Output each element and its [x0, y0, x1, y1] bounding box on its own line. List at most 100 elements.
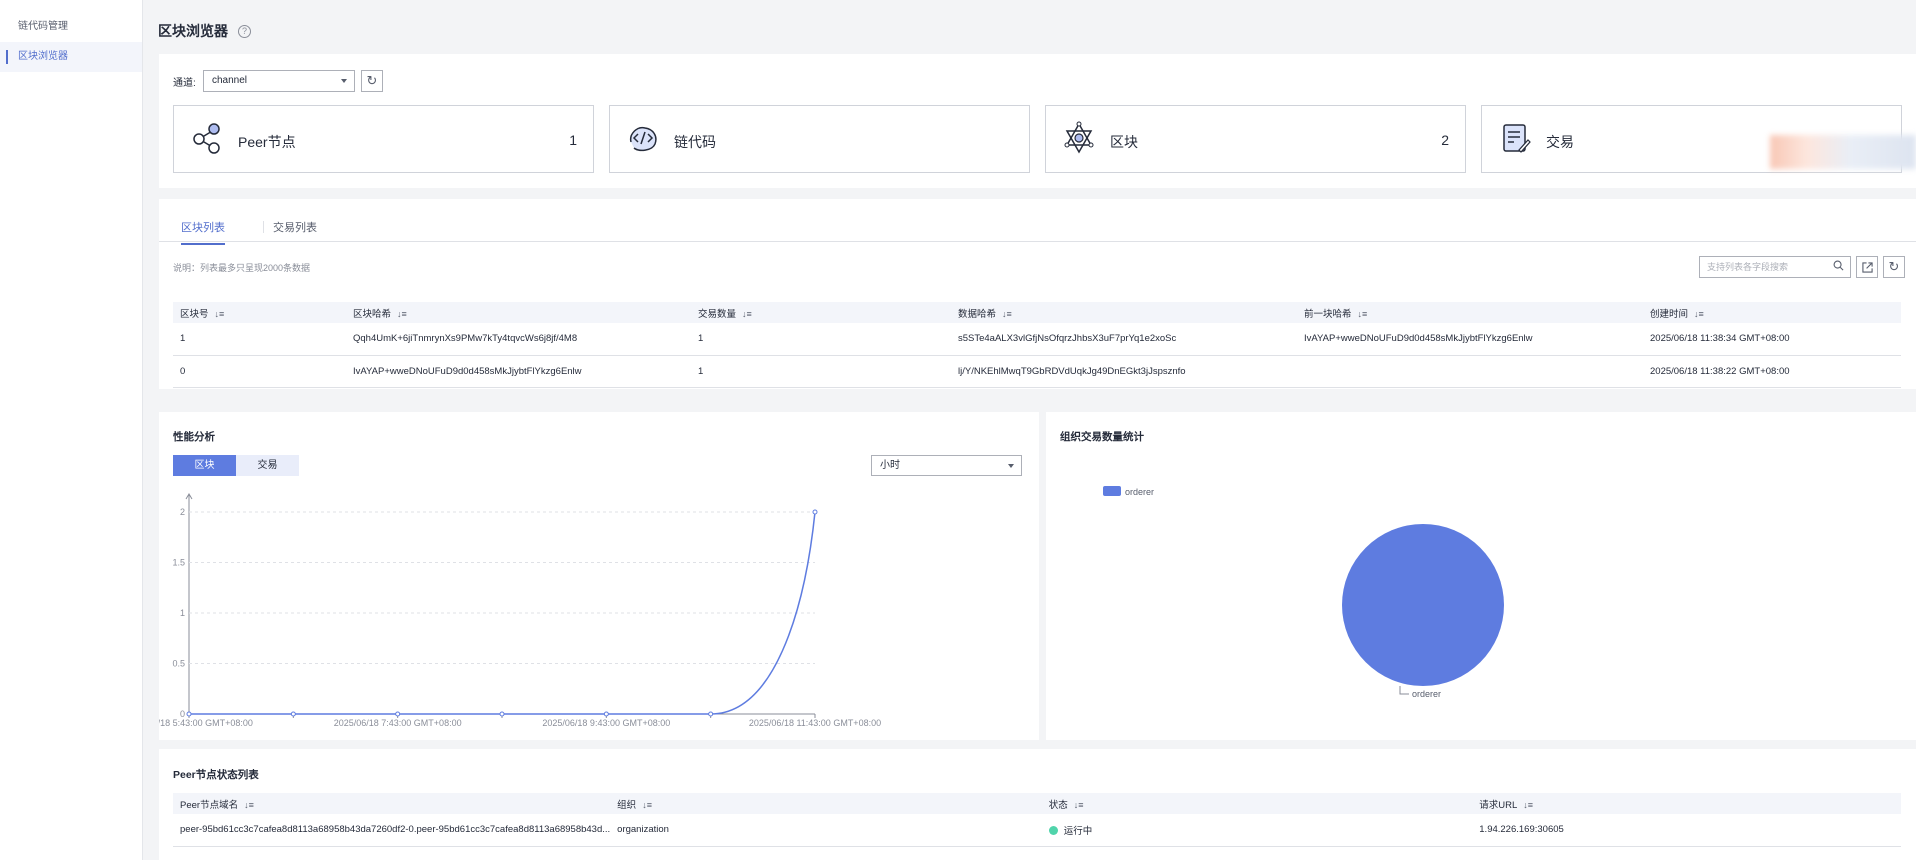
segment-block[interactable]: 区块: [173, 455, 236, 476]
peer-table-title: Peer节点状态列表: [173, 769, 259, 781]
granularity-value: 小时: [880, 460, 900, 471]
hexagram-icon: [1064, 121, 1094, 154]
performance-card: 性能分析 区块 交易 小时 0 0.5 1 1.5 2 2025/06/18 5:43:0…: [159, 412, 1039, 740]
cell-organization: organization: [610, 814, 1042, 847]
x-tick-label: 2025/06/18 11:43:00 GMT+08:00: [749, 718, 881, 728]
sort-icon: ↓≡: [1002, 308, 1012, 319]
column-header[interactable]: 区块哈希 ↓≡: [346, 302, 691, 323]
tab-transaction-list[interactable]: 交易列表: [273, 222, 317, 234]
performance-line-chart: 0 0.5 1 1.5 2 2025/06/18 5:43:00 GMT+08:00 202…: [159, 493, 881, 728]
refresh-button[interactable]: ↻: [361, 70, 383, 92]
sidebar-item-block-browser[interactable]: 区块浏览器: [0, 42, 142, 72]
stat-card-chaincode[interactable]: 链代码: [609, 105, 1030, 173]
cell-block-hash: Qqh4UmK+6jiTnmrynXs9PMw7kTy4tqvcWs6j8jf/…: [346, 323, 691, 356]
cell-block-hash: IvAYAP+wweDNoUFuD9d0d458sMkJjybtFlYkzg6E…: [346, 355, 691, 388]
granularity-select[interactable]: 小时: [871, 455, 1022, 476]
data-point: [708, 711, 714, 717]
status-text: 运行中: [1063, 825, 1093, 837]
cell-status: 运行中: [1041, 814, 1473, 847]
y-tick-label: 0: [180, 709, 185, 719]
stat-label: Peer节点: [238, 134, 296, 150]
legend-label: orderer: [1125, 487, 1154, 497]
sort-icon: ↓≡: [1694, 308, 1704, 319]
stat-count: 2: [1441, 132, 1449, 148]
page-title-text: 区块浏览器: [158, 23, 228, 39]
table-refresh-button[interactable]: ↻: [1883, 256, 1905, 278]
cell-prev-hash: [1297, 355, 1643, 388]
stat-label: 交易: [1546, 134, 1574, 150]
column-header[interactable]: 前一块哈希 ↓≡: [1297, 302, 1643, 323]
export-button[interactable]: [1856, 256, 1878, 278]
table-row[interactable]: 1 Qqh4UmK+6jiTnmrynXs9PMw7kTy4tqvcWs6j8j…: [173, 323, 1901, 356]
sort-icon: ↓≡: [1073, 799, 1084, 810]
refresh-icon: ↻: [366, 73, 378, 88]
peer-status-card: Peer节点状态列表 Peer节点域名 ↓≡ 组织 ↓≡ 状态 ↓≡ 请求URL ↓≡ …: [159, 749, 1916, 860]
status-running-icon: [1048, 825, 1058, 835]
y-tick-label: 1.5: [172, 558, 185, 568]
pie-slice: [1342, 524, 1504, 686]
column-header[interactable]: 交易数量 ↓≡: [691, 302, 951, 323]
data-point: [499, 711, 505, 717]
column-header[interactable]: 请求URL ↓≡: [1472, 793, 1901, 814]
x-tick-label: 2025/06/18 7:43:00 GMT+08:00: [334, 718, 462, 728]
channel-label: 通道:: [173, 78, 196, 89]
sort-icon: ↓≡: [1357, 308, 1368, 319]
cell-data-hash: s5STe4aALX3vlGfjNsOfqrzJhbsX3uF7prYq1e2x…: [951, 323, 1297, 356]
cell-block-number: 0: [173, 355, 346, 388]
org-stats-card: 组织交易数量统计 orderer orderer: [1046, 412, 1916, 740]
sort-icon: ↓≡: [1523, 799, 1534, 810]
column-header[interactable]: Peer节点域名 ↓≡: [173, 793, 611, 814]
tab-block-list[interactable]: 区块列表: [181, 219, 225, 245]
stat-card-peer[interactable]: Peer节点 1: [173, 105, 594, 173]
segment-transaction[interactable]: 交易: [236, 455, 299, 476]
tab-divider: [263, 221, 264, 233]
block-list-card: 区块列表 交易列表 说明：列表最多只呈现2000条数据 支持列表各字段搜索 ↻ …: [159, 199, 1916, 389]
performance-title: 性能分析: [173, 431, 215, 443]
sort-icon: ↓≡: [244, 799, 254, 810]
cell-created-time: 2025/06/18 11:38:34 GMT+08:00: [1643, 323, 1901, 356]
channel-select[interactable]: channel: [203, 70, 355, 92]
data-point: [290, 711, 296, 717]
data-point: [603, 711, 609, 717]
sidebar: 链代码管理 区块浏览器: [0, 0, 143, 860]
help-icon[interactable]: ?: [238, 24, 251, 38]
column-header[interactable]: 数据哈希 ↓≡: [951, 302, 1297, 323]
x-tick-label: 2025/06/18 9:43:00 GMT+08:00: [542, 718, 670, 728]
refresh-icon: ↻: [1888, 259, 1900, 274]
cell-created-time: 2025/06/18 11:38:22 GMT+08:00: [1643, 355, 1901, 388]
overview-card: 通道: channel ↻ Peer节点 1: [159, 54, 1916, 188]
column-header[interactable]: 区块号 ↓≡: [173, 302, 346, 323]
table-row[interactable]: peer-95bd61cc3c7cafea8d8113a68958b43da72…: [173, 814, 1901, 847]
org-pie-chart: orderer orderer: [1103, 486, 1504, 699]
chevron-down-icon: [1008, 464, 1014, 468]
chevron-down-icon: [341, 79, 347, 83]
sort-icon: ↓≡: [214, 308, 225, 319]
legend-swatch: [1103, 486, 1121, 496]
cell-data-hash: lj/Y/NKEhlMwqT9GbRDVdUqkJg49DnEGkt3jJsps…: [951, 355, 1297, 388]
tabs-underline: [159, 241, 1916, 242]
export-icon: [1861, 262, 1873, 273]
sort-icon: ↓≡: [742, 308, 752, 319]
peer-table: Peer节点域名 ↓≡ 组织 ↓≡ 状态 ↓≡ 请求URL ↓≡ peer-95bd61…: [173, 793, 1901, 847]
stat-card-block[interactable]: 区块 2: [1045, 105, 1466, 173]
table-header-row: 区块号 ↓≡ 区块哈希 ↓≡ 交易数量 ↓≡ 数据哈希 ↓≡ 前一块哈希 ↓≡ 创建时间 ↓…: [173, 302, 1901, 323]
stat-label: 链代码: [674, 134, 716, 150]
column-header[interactable]: 组织 ↓≡: [610, 793, 1042, 814]
search-placeholder: 支持列表各字段搜索: [1707, 262, 1789, 272]
search-icon: [1833, 260, 1844, 271]
table-row[interactable]: 0 IvAYAP+wweDNoUFuD9d0d458sMkJjybtFlYkzg…: [173, 355, 1901, 388]
cell-peer-domain: peer-95bd61cc3c7cafea8d8113a68958b43da72…: [173, 814, 611, 847]
y-tick-label: 1: [180, 608, 185, 618]
document-edit-icon: [1503, 124, 1531, 153]
blocks-table: 区块号 ↓≡ 区块哈希 ↓≡ 交易数量 ↓≡ 数据哈希 ↓≡ 前一块哈希 ↓≡ 创建时间 ↓…: [173, 302, 1901, 388]
x-tick-label: 2025/06/18 5:43:00 GMT+08:00: [159, 718, 253, 728]
sort-icon: ↓≡: [642, 799, 652, 810]
column-header[interactable]: 状态 ↓≡: [1041, 793, 1473, 814]
y-axis-arrow: [185, 493, 193, 500]
cell-request-url: 1.94.226.169:30605: [1472, 814, 1901, 847]
search-input[interactable]: 支持列表各字段搜索: [1699, 256, 1851, 278]
column-header[interactable]: 创建时间 ↓≡: [1643, 302, 1901, 323]
sidebar-item-chaincode-management[interactable]: 链代码管理: [18, 21, 68, 32]
y-tick-label: 0.5: [172, 659, 185, 669]
data-point: [812, 509, 818, 515]
